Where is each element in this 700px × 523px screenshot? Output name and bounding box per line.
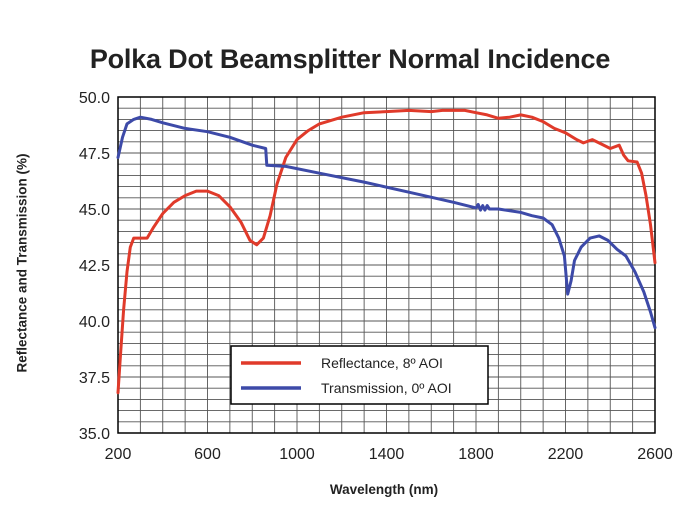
tick-labels: 200 600 1000 1400 1800 2200 2600 50.0 47.5 45.0 42… (79, 90, 673, 463)
y-tick-label: 42.5 (79, 258, 110, 275)
plot-frame (117, 96, 656, 434)
x-tick-label: 1800 (458, 446, 494, 463)
legend-label: Reflectance, 8º AOI (321, 355, 443, 371)
series-layer (116, 108, 657, 395)
x-tick-label: 200 (105, 446, 132, 463)
y-tick-label: 40.0 (79, 314, 110, 331)
x-tick-label: 1000 (279, 446, 315, 463)
y-tick-label: 35.0 (79, 426, 110, 443)
series-line-transmission (116, 115, 657, 330)
legend-label: Transmission, 0º AOI (321, 380, 452, 396)
y-tick-label: 47.5 (79, 146, 110, 163)
x-tick-label: 2200 (548, 446, 584, 463)
legend: Reflectance, 8º AOI Transmission, 0º AOI (230, 345, 489, 405)
x-tick-label: 600 (194, 446, 221, 463)
series-line-reflectance (116, 108, 657, 395)
x-axis-label: Wavelength (nm) (329, 482, 439, 497)
x-tick-label: 2600 (637, 446, 673, 463)
y-tick-label: 37.5 (79, 370, 110, 387)
legend-box (230, 345, 489, 405)
chart-title: Polka Dot Beamsplitter Normal Incidence (89, 44, 611, 74)
x-tick-label: 1400 (369, 446, 405, 463)
y-tick-label: 45.0 (79, 202, 110, 219)
y-tick-label: 50.0 (79, 90, 110, 107)
